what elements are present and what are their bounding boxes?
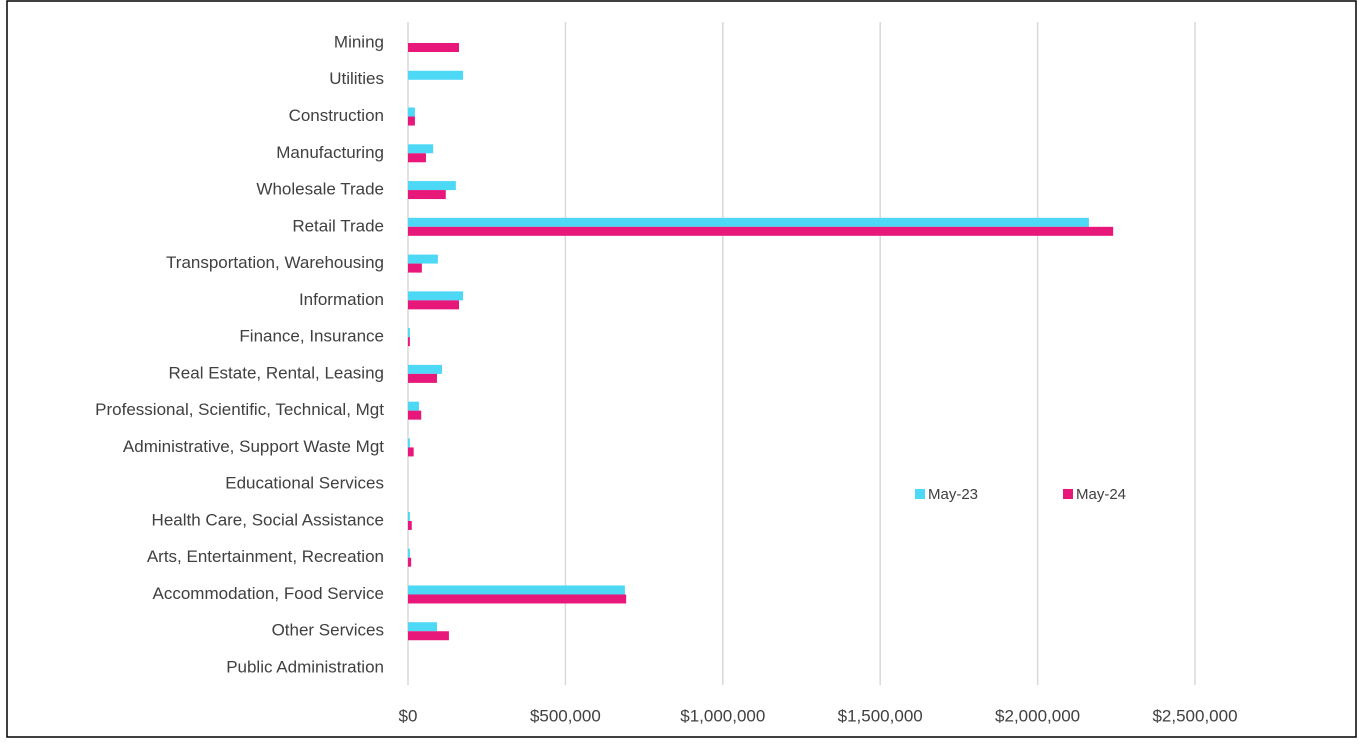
bar (408, 631, 449, 641)
x-tick-label: $1,500,000 (838, 706, 923, 725)
bar (408, 217, 1089, 227)
bar (408, 43, 459, 52)
y-tick-label: Accommodation, Food Service (153, 584, 385, 603)
bar (408, 548, 410, 558)
bar (408, 190, 446, 200)
y-tick-label: Health Care, Social Assistance (152, 510, 384, 529)
y-tick-label: Real Estate, Rental, Leasing (169, 363, 384, 382)
y-tick-label: Public Administration (226, 657, 384, 676)
labels: $0 $500,000 $1,000,000 $1,500,000 $2,000,000… (95, 32, 1237, 725)
y-tick-label: Mining (334, 32, 384, 51)
bar (408, 401, 420, 411)
bar (408, 144, 434, 154)
y-tick-label: Finance, Insurance (239, 327, 384, 346)
bar (408, 364, 442, 374)
y-tick-label: Retail Trade (292, 216, 384, 235)
bar (408, 410, 422, 420)
legend: May-23 May-24 (915, 486, 1126, 503)
bar (408, 263, 422, 273)
bar (408, 373, 437, 383)
bar (408, 622, 437, 632)
bar (408, 254, 438, 264)
bar (408, 594, 627, 604)
bar (408, 447, 414, 457)
legend-label: May-24 (1076, 486, 1126, 503)
bar (408, 328, 410, 338)
bar (408, 226, 1114, 236)
bar (408, 300, 459, 310)
x-tick-label: $2,000,000 (995, 706, 1080, 725)
bar (408, 511, 410, 521)
bar (408, 520, 412, 530)
bar (408, 337, 410, 347)
x-tick-label: $500,000 (530, 706, 601, 725)
y-tick-label: Administrative, Support Waste Mgt (123, 437, 384, 456)
y-tick-label: Educational Services (225, 474, 384, 493)
x-tick-label: $2,500,000 (1152, 706, 1237, 725)
legend-label: May-23 (928, 486, 978, 503)
bar (408, 116, 415, 126)
y-tick-label: Arts, Entertainment, Recreation (147, 547, 384, 566)
bar (408, 557, 412, 567)
bar (408, 181, 456, 191)
bar (408, 153, 426, 163)
legend-swatch (915, 489, 925, 499)
grid (407, 22, 1196, 685)
bars (408, 43, 1114, 641)
legend-swatch (1063, 489, 1073, 499)
y-tick-label: Utilities (329, 69, 384, 88)
x-tick-label: $1,000,000 (680, 706, 765, 725)
y-tick-label: Professional, Scientific, Technical, Mgt (95, 400, 384, 419)
bar (408, 70, 464, 80)
y-tick-label: Other Services (272, 621, 384, 640)
chart-frame (6, 0, 1357, 738)
y-tick-label: Information (299, 290, 384, 309)
y-tick-label: Wholesale Trade (256, 180, 384, 199)
y-tick-label: Construction (289, 106, 384, 125)
bar (408, 585, 625, 595)
bar (408, 291, 464, 301)
x-tick-label: $0 (399, 706, 418, 725)
bar (408, 107, 415, 117)
y-tick-label: Manufacturing (276, 143, 384, 162)
bar (408, 438, 410, 448)
y-tick-label: Transportation, Warehousing (166, 253, 384, 272)
